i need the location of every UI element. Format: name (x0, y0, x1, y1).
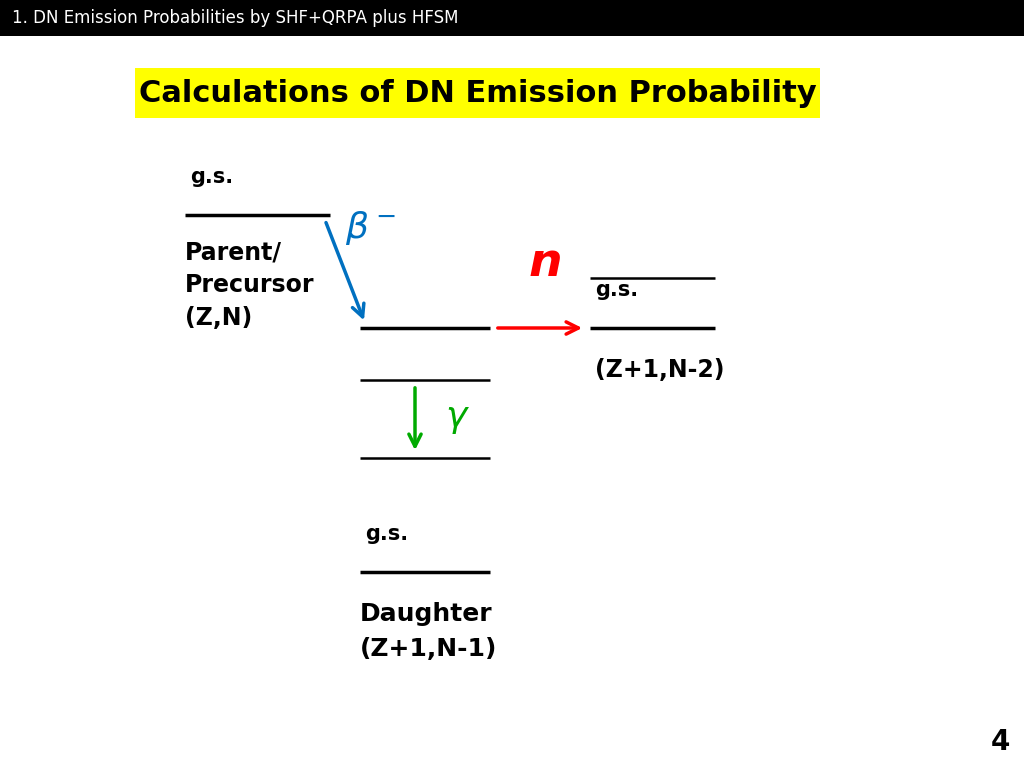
Text: g.s.: g.s. (190, 167, 233, 187)
Text: 4: 4 (990, 728, 1010, 756)
Text: (Z+1,N-2): (Z+1,N-2) (595, 358, 725, 382)
Text: $\gamma$: $\gamma$ (445, 402, 470, 436)
Text: Parent/: Parent/ (185, 240, 282, 264)
Text: 1. DN Emission Probabilities by SHF+QRPA plus HFSM: 1. DN Emission Probabilities by SHF+QRPA… (12, 9, 459, 27)
Bar (135, 68, 820, 118)
Text: n: n (528, 240, 562, 286)
Text: Daughter: Daughter (360, 602, 493, 626)
Text: (Z,N): (Z,N) (185, 306, 252, 330)
Text: (Z+1,N-1): (Z+1,N-1) (360, 637, 498, 661)
Bar (0, 0, 1024, 36)
Text: Precursor: Precursor (185, 273, 314, 297)
Text: g.s.: g.s. (595, 280, 638, 300)
Text: g.s.: g.s. (365, 524, 409, 544)
Text: Calculations of DN Emission Probability: Calculations of DN Emission Probability (138, 78, 816, 108)
Text: $\beta^-$: $\beta^-$ (345, 209, 396, 247)
